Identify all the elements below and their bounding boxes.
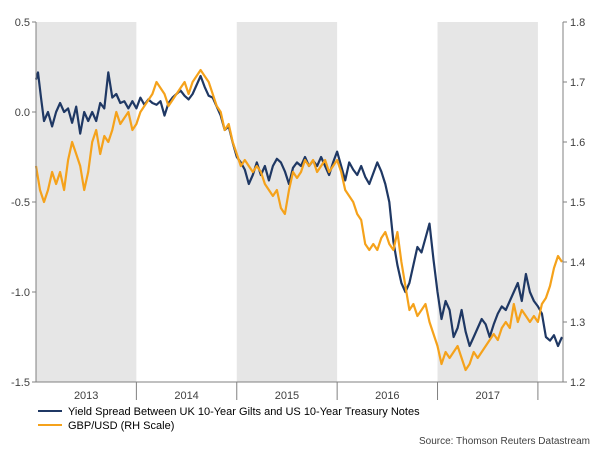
y-right-tick-label: 1.3 — [570, 317, 585, 329]
y-right-tick-label: 1.7 — [570, 77, 585, 89]
y-left-tick-label: -1.5 — [11, 377, 30, 389]
x-tick-label: 2016 — [375, 390, 399, 402]
series-line-gbpusd — [34, 68, 563, 372]
x-tick-label: 2013 — [74, 390, 98, 402]
source-note: Source: Thomson Reuters Datastream — [419, 436, 590, 447]
tick-labels: 0.5 0.0 -0.5 -1.0 -1.5 1.8 1.7 1.6 1.5 1.4 1.3 1.2 2… — [11, 17, 585, 402]
y-right-tick-label: 1.6 — [570, 137, 585, 149]
x-tick-label: 2014 — [174, 390, 198, 402]
y-right-tick-label: 1.4 — [570, 257, 585, 269]
axes — [32, 21, 567, 400]
y-left-tick-label: -1.0 — [11, 287, 30, 299]
legend: Yield Spread Between UK 10-Year Gilts an… — [38, 406, 420, 432]
plot-lines — [34, 68, 564, 372]
y-left-tick-label: 0.5 — [15, 17, 30, 29]
series-line-spread — [34, 71, 564, 348]
legend-label-gbpusd: GBP/USD (RH Scale) — [68, 420, 174, 432]
y-right-tick-label: 1.2 — [570, 377, 585, 389]
shade-band-2 — [437, 22, 538, 382]
x-tick-label: 2015 — [275, 390, 299, 402]
shade-band-0 — [36, 22, 137, 382]
y-right-tick-label: 1.5 — [570, 197, 585, 209]
y-left-tick-label: 0.0 — [15, 107, 30, 119]
y-right-tick-label: 1.8 — [570, 17, 585, 29]
legend-label-spread: Yield Spread Between UK 10-Year Gilts an… — [68, 406, 420, 418]
y-left-tick-label: -0.5 — [11, 197, 30, 209]
x-tick-label: 2017 — [475, 390, 499, 402]
